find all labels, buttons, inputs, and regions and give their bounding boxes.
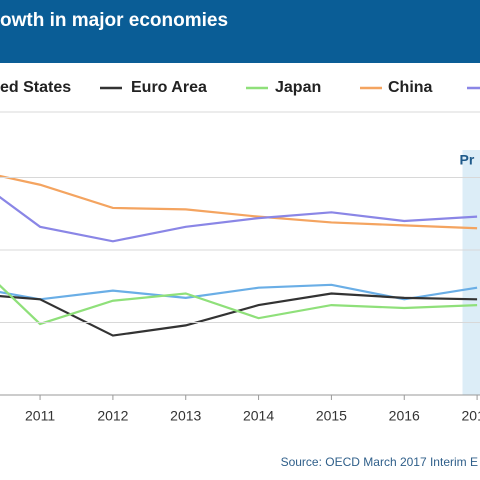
x-tick-label: 2011 (25, 408, 55, 424)
plot-area (0, 150, 480, 395)
legend-label: Euro Area (131, 79, 207, 96)
projection-label: Pr (460, 152, 475, 168)
x-tick-label: 2012 (97, 408, 128, 424)
x-tick-label: 2014 (243, 408, 274, 424)
x-tick-label: 2013 (170, 408, 201, 424)
x-tick-label: 2016 (389, 408, 420, 424)
legend-label: China (388, 79, 433, 96)
legend-label: Japan (275, 79, 321, 96)
chart-title: owth in major economies (0, 10, 228, 31)
series-line (0, 284, 478, 326)
source-note: Source: OECD March 2017 Interim E (281, 455, 478, 469)
header-bar (0, 0, 480, 63)
series-line (0, 174, 478, 230)
projection-band (462, 150, 480, 395)
legend-label: ed States (0, 79, 71, 96)
x-tick-label: 2017 (462, 408, 480, 424)
series-line (0, 292, 478, 337)
series-line (0, 195, 478, 243)
x-tick-label: 2015 (316, 408, 347, 424)
